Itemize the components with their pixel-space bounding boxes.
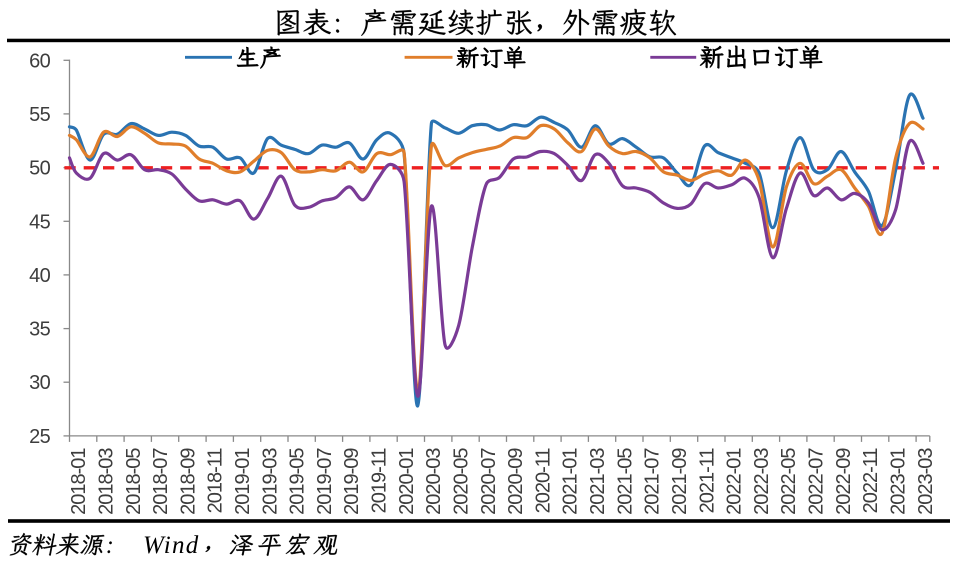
svg-text:2018-11: 2018-11	[205, 448, 227, 514]
svg-text:2018-03: 2018-03	[95, 448, 117, 515]
svg-text:2020-03: 2020-03	[423, 448, 445, 515]
svg-text:2019-11: 2019-11	[369, 448, 391, 514]
svg-text:2020-11: 2020-11	[532, 448, 554, 514]
svg-text:2018-05: 2018-05	[123, 448, 145, 515]
svg-text:35: 35	[29, 319, 51, 341]
svg-text:2018-07: 2018-07	[150, 448, 172, 515]
svg-text:2018-09: 2018-09	[177, 448, 199, 515]
svg-text:2019-07: 2019-07	[314, 448, 336, 515]
svg-text:2018-01: 2018-01	[68, 448, 90, 515]
svg-text:2019-03: 2019-03	[259, 448, 281, 515]
svg-text:2023-01: 2023-01	[888, 448, 910, 515]
svg-text:60: 60	[29, 50, 51, 72]
svg-text:2022-09: 2022-09	[833, 448, 855, 515]
svg-text:55: 55	[29, 104, 51, 126]
svg-text:2021-01: 2021-01	[560, 448, 582, 515]
svg-text:2021-09: 2021-09	[669, 448, 691, 515]
svg-text:25: 25	[29, 426, 51, 448]
svg-text:2022-07: 2022-07	[806, 448, 828, 515]
svg-text:2022-11: 2022-11	[860, 448, 882, 514]
svg-text:2021-07: 2021-07	[642, 448, 664, 515]
svg-text:Wind: Wind	[143, 532, 200, 559]
svg-text:2022-01: 2022-01	[724, 448, 746, 515]
svg-text:2021-11: 2021-11	[696, 448, 718, 514]
svg-text:2020-01: 2020-01	[396, 448, 418, 515]
svg-text:2020-05: 2020-05	[451, 448, 473, 515]
svg-text:2021-03: 2021-03	[587, 448, 609, 515]
svg-text:2020-07: 2020-07	[478, 448, 500, 515]
svg-text:2023-03: 2023-03	[915, 448, 937, 515]
svg-text:2022-05: 2022-05	[778, 448, 800, 515]
svg-text:50: 50	[29, 158, 51, 180]
svg-text:30: 30	[29, 372, 51, 394]
svg-text:2019-05: 2019-05	[287, 448, 309, 515]
svg-text:40: 40	[29, 265, 51, 287]
svg-text:45: 45	[29, 211, 51, 233]
svg-text:2021-05: 2021-05	[614, 448, 636, 515]
svg-text:2020-09: 2020-09	[505, 448, 527, 515]
svg-text:2019-01: 2019-01	[232, 448, 254, 515]
svg-text:2019-09: 2019-09	[341, 448, 363, 515]
svg-text:2022-03: 2022-03	[751, 448, 773, 515]
